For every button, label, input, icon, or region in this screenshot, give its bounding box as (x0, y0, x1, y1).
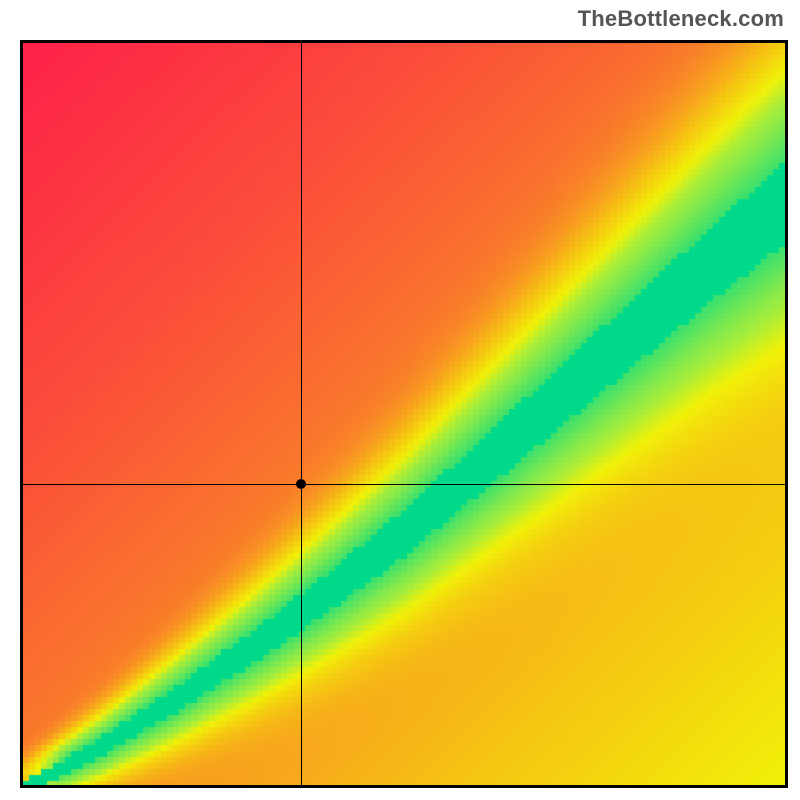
heatmap-plot (20, 40, 788, 788)
heatmap-canvas (23, 43, 785, 785)
watermark-text: TheBottleneck.com (578, 6, 784, 32)
crosshair-marker (296, 479, 306, 489)
crosshair-horizontal (23, 484, 785, 485)
root-container: TheBottleneck.com (0, 0, 800, 800)
crosshair-vertical (301, 43, 302, 785)
